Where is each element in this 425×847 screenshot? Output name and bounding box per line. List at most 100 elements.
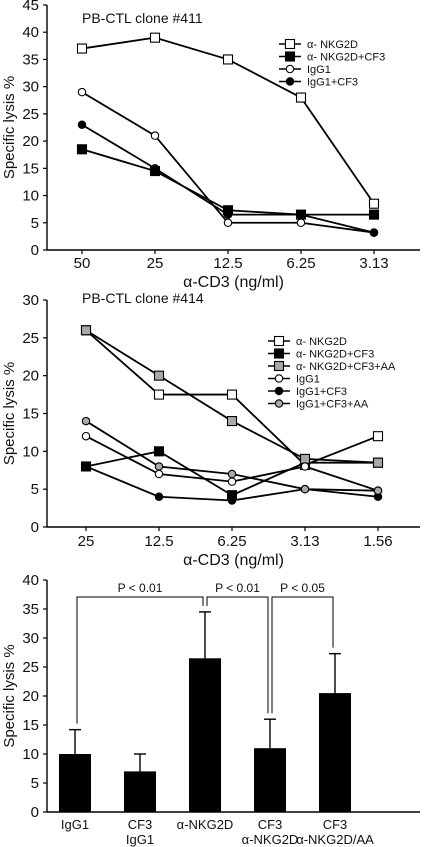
significance-label: P < 0.01 (118, 581, 163, 595)
data-point (81, 431, 91, 441)
data-point (227, 469, 237, 479)
y-axis-label: Specific lysis % (1, 362, 18, 465)
bar (124, 771, 156, 812)
significance-bracket (206, 596, 269, 714)
y-tick-label: 15 (22, 160, 39, 177)
y-tick-label: 10 (22, 443, 39, 460)
data-point (150, 164, 160, 173)
bar (319, 693, 351, 812)
legend-label: α- NKG2D (307, 39, 358, 51)
x-axis-label: α-CD3 (ng/ml) (183, 552, 284, 569)
y-tick-label: 0 (31, 242, 39, 259)
significance-bracket (271, 596, 334, 714)
y-tick-label: 30 (22, 630, 39, 647)
data-point (81, 416, 91, 426)
bar (59, 754, 91, 812)
y-tick-label: 45 (22, 0, 39, 14)
y-tick-label: 35 (22, 601, 39, 618)
data-point (226, 389, 238, 400)
x-category-label: α-NKG2D (177, 817, 234, 832)
y-tick-label: 30 (22, 292, 39, 309)
x-tick-label: 25 (147, 255, 164, 272)
bar (254, 748, 286, 812)
legend-label: α- NKG2D+CF3 (307, 52, 385, 64)
y-tick-label: 20 (22, 368, 39, 385)
legend-marker (274, 374, 284, 383)
legend-marker (285, 77, 295, 86)
y-tick-label: 20 (22, 688, 39, 705)
legend-label: IgG1 (296, 374, 320, 386)
data-point (153, 446, 165, 457)
y-tick-label: 40 (22, 24, 39, 41)
legend-marker (274, 399, 284, 408)
y-tick-label: 5 (31, 481, 39, 498)
x-category-label: CF3 (258, 817, 283, 832)
x-tick-label: 1.56 (363, 533, 392, 550)
significance-label: P < 0.01 (215, 581, 260, 595)
y-tick-label: 25 (22, 659, 39, 676)
legend-label: α- NKG2D+CF3+AA (296, 361, 396, 373)
legend-label: α- NKG2D+CF3 (296, 349, 374, 361)
data-point (299, 453, 311, 464)
data-point (153, 389, 165, 400)
data-point (80, 325, 92, 336)
data-point (227, 477, 237, 486)
x-category-label: IgG1 (126, 832, 154, 847)
legend-marker (285, 64, 295, 74)
chart-title: PB-CTL clone #411 (82, 10, 203, 26)
y-axis-label: Specific lysis % (1, 644, 18, 747)
x-axis-label: α-CD3 (ng/ml) (183, 274, 284, 291)
legend-marker (273, 335, 285, 347)
data-point (226, 416, 238, 427)
y-tick-label: 25 (22, 106, 39, 123)
x-tick-label: 12.5 (144, 533, 173, 550)
x-tick-label: 3.13 (290, 533, 319, 550)
x-tick-label: 25 (78, 533, 95, 550)
data-point (81, 462, 91, 471)
x-category-label: IgG1 (61, 817, 89, 832)
legend-marker (273, 348, 285, 359)
data-point (149, 32, 161, 43)
data-point (372, 457, 384, 468)
y-tick-label: 15 (22, 406, 39, 423)
x-tick-label: 50 (74, 255, 91, 272)
x-tick-label: 3.13 (359, 255, 388, 272)
y-tick-label: 35 (22, 51, 39, 68)
data-point (154, 492, 164, 501)
legend-marker (273, 360, 285, 372)
chart-title: PB-CTL clone #414 (82, 290, 204, 306)
bar (189, 658, 221, 812)
legend-marker (284, 38, 296, 50)
data-point (296, 210, 306, 219)
y-tick-label: 40 (22, 572, 39, 589)
data-point (223, 218, 233, 228)
data-point (227, 496, 237, 505)
data-point (368, 198, 380, 209)
data-point (154, 469, 164, 479)
data-point (295, 92, 307, 103)
data-point (77, 87, 87, 97)
chart-clone-414: 0 5 10 15 20 25 30 25 12.5 6.25 3.13 1.56 α-CD3 (ng/… (1, 290, 420, 569)
significance-label: P < 0.05 (280, 581, 325, 595)
data-point (76, 43, 88, 54)
data-point (296, 218, 306, 228)
x-tick-label: 6.25 (286, 255, 315, 272)
legend-label: IgG1+CF3+AA (296, 399, 369, 411)
data-point (373, 486, 383, 495)
y-tick-label: 0 (31, 519, 39, 536)
y-tick-label: 5 (31, 775, 39, 792)
data-point (300, 462, 310, 471)
legend-marker (274, 386, 284, 396)
data-point (372, 431, 384, 442)
data-point (369, 228, 379, 237)
x-category-label: α-NKG2D/AA (296, 832, 374, 847)
y-tick-label: 30 (22, 79, 39, 96)
data-point (150, 131, 160, 140)
y-tick-label: 25 (22, 330, 39, 347)
data-point (76, 144, 88, 155)
y-axis-label: Specific lysis % (1, 76, 18, 179)
y-tick-label: 5 (31, 215, 39, 232)
data-point (77, 120, 87, 130)
